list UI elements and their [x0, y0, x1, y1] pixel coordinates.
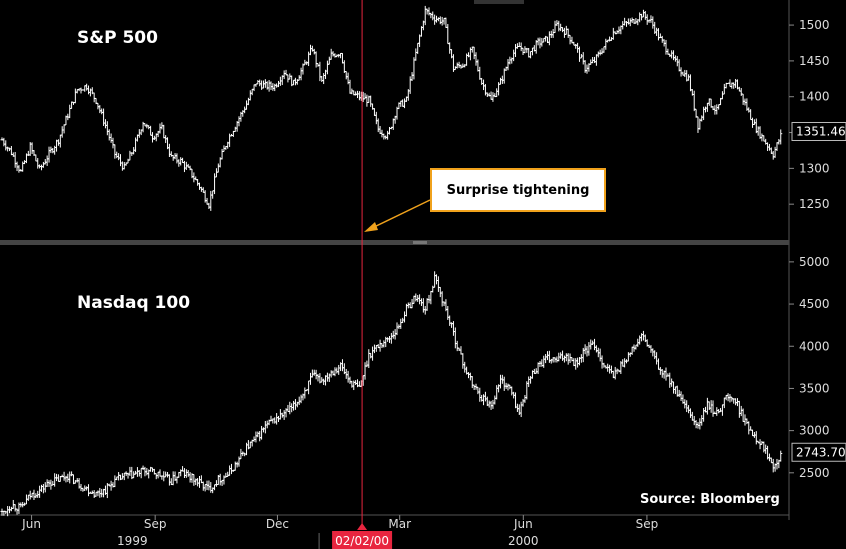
last-value-label: 1351.46 [796, 124, 846, 138]
y-tick-label: 1250 [799, 197, 830, 211]
y-tick-label: 4000 [799, 339, 830, 353]
y-tick-label: 5000 [799, 255, 830, 269]
y-tick-label: 1500 [799, 18, 830, 32]
y-tick-label: 1450 [799, 54, 830, 68]
x-tick-label: Jun [21, 517, 41, 531]
y-tick-label: 3000 [799, 424, 830, 438]
cursor-marker [357, 523, 368, 530]
cursor-date-box [332, 531, 393, 549]
y-tick-label: 1300 [799, 161, 830, 175]
y-tick-label: 4500 [799, 297, 830, 311]
y-tick-label: 2500 [799, 466, 830, 480]
annotation-callout: Surprise tightening [430, 168, 606, 212]
cursor-date-label: 02/02/00 [335, 534, 389, 548]
ohlc-bars [0, 5, 783, 211]
year-label: 2000 [508, 534, 539, 548]
x-tick-label: Jun [513, 517, 533, 531]
x-tick-label: Sep [144, 517, 167, 531]
last-value-box [791, 121, 846, 141]
annotation-arrowhead [364, 222, 378, 232]
x-tick-label: Mar [388, 517, 411, 531]
divider-handle [413, 241, 427, 244]
top-scroll-tab [474, 0, 524, 4]
annotation-arrow-shaft [371, 199, 431, 229]
last-value-box [791, 442, 846, 462]
y-tick-label: 3500 [799, 381, 830, 395]
sp500-title: S&P 500 [77, 28, 158, 48]
last-value-label: 2743.70 [796, 445, 846, 459]
ohlc-bars [0, 271, 783, 517]
x-tick-label: Dec [266, 517, 289, 531]
x-tick-label: Sep [636, 517, 659, 531]
nasdaq-title: Nasdaq 100 [77, 293, 191, 313]
panel-divider [0, 240, 789, 245]
source-label: Source: Bloomberg [640, 492, 780, 507]
year-label: 1999 [117, 534, 148, 548]
y-tick-label: 1400 [799, 90, 830, 104]
